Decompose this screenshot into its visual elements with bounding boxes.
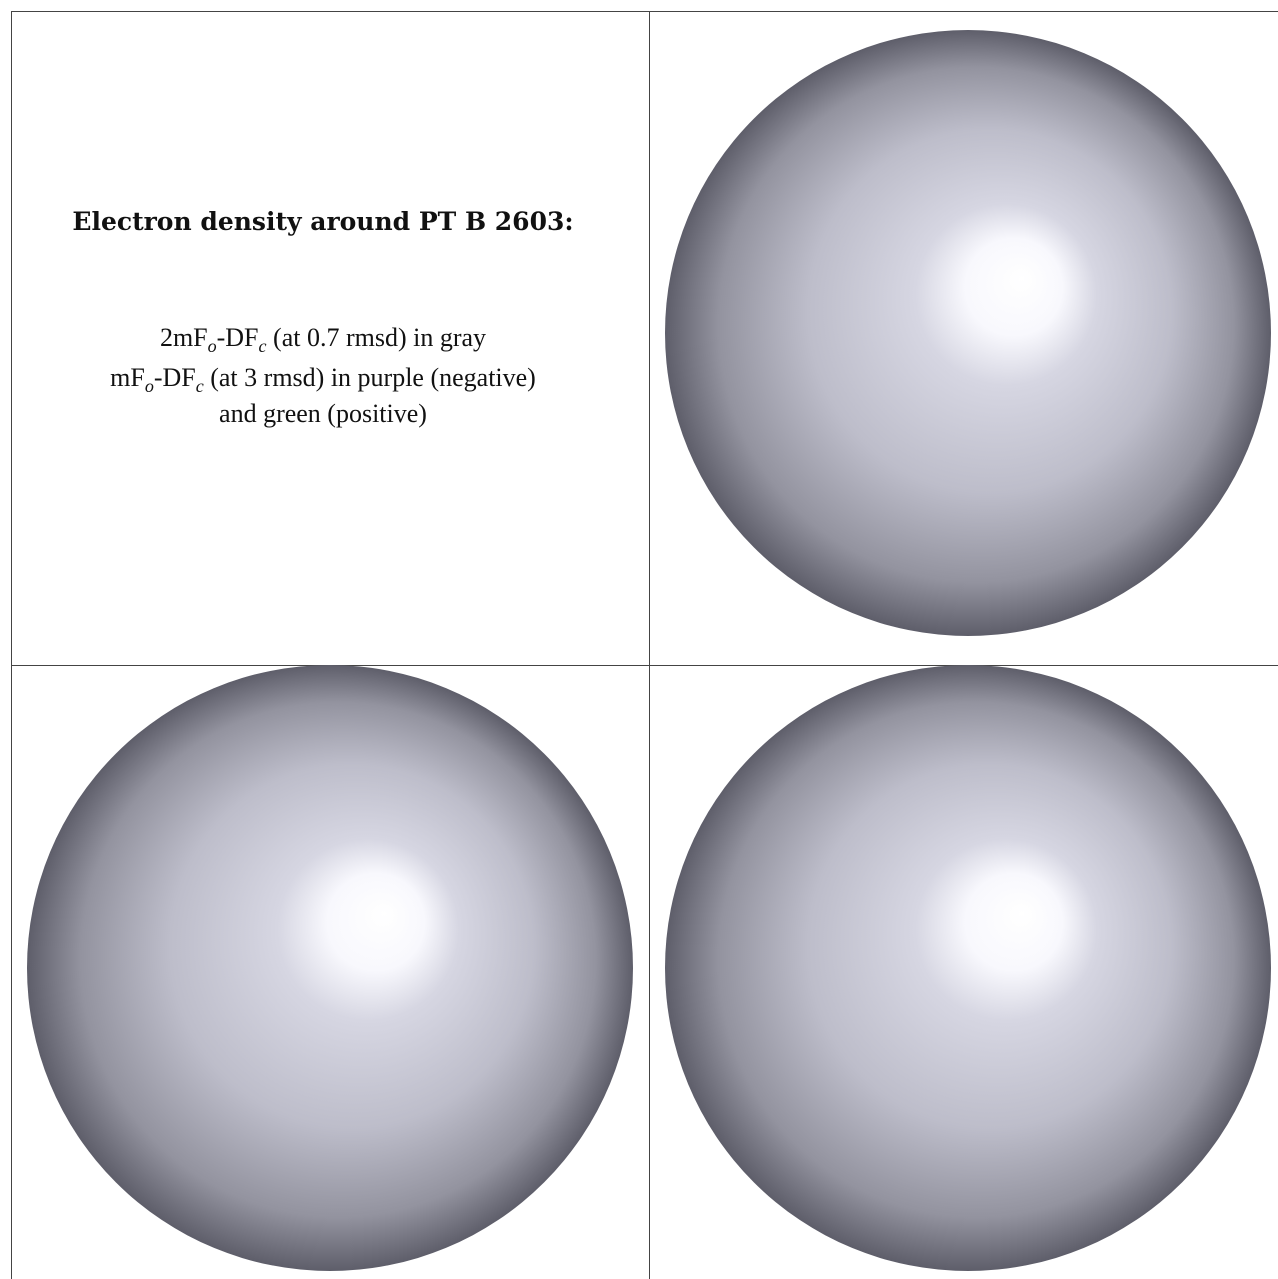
grid — [11, 11, 1278, 1279]
subscript: o — [208, 336, 217, 356]
text: (at 3 rmsd) in purple (negative) — [204, 363, 536, 392]
text: (at 0.7 rmsd) in gray — [267, 323, 487, 352]
density-sphere — [665, 665, 1271, 1271]
text: 2mF — [160, 323, 208, 352]
density-sphere — [665, 30, 1271, 636]
density-sphere — [27, 665, 633, 1271]
caption-line: mFo-DFc (at 3 rmsd) in purple (negative) — [110, 363, 536, 396]
caption-line: and green (positive) — [219, 399, 427, 428]
subscript: c — [196, 376, 204, 396]
subscript: o — [145, 376, 154, 396]
text: -DF — [217, 323, 259, 352]
text: -DF — [154, 363, 196, 392]
subscript: c — [259, 336, 267, 356]
caption-line: 2mFo-DFc (at 0.7 rmsd) in gray — [160, 323, 486, 356]
caption-title: Electron density around PT B 2603: — [72, 207, 573, 236]
text: mF — [110, 363, 145, 392]
